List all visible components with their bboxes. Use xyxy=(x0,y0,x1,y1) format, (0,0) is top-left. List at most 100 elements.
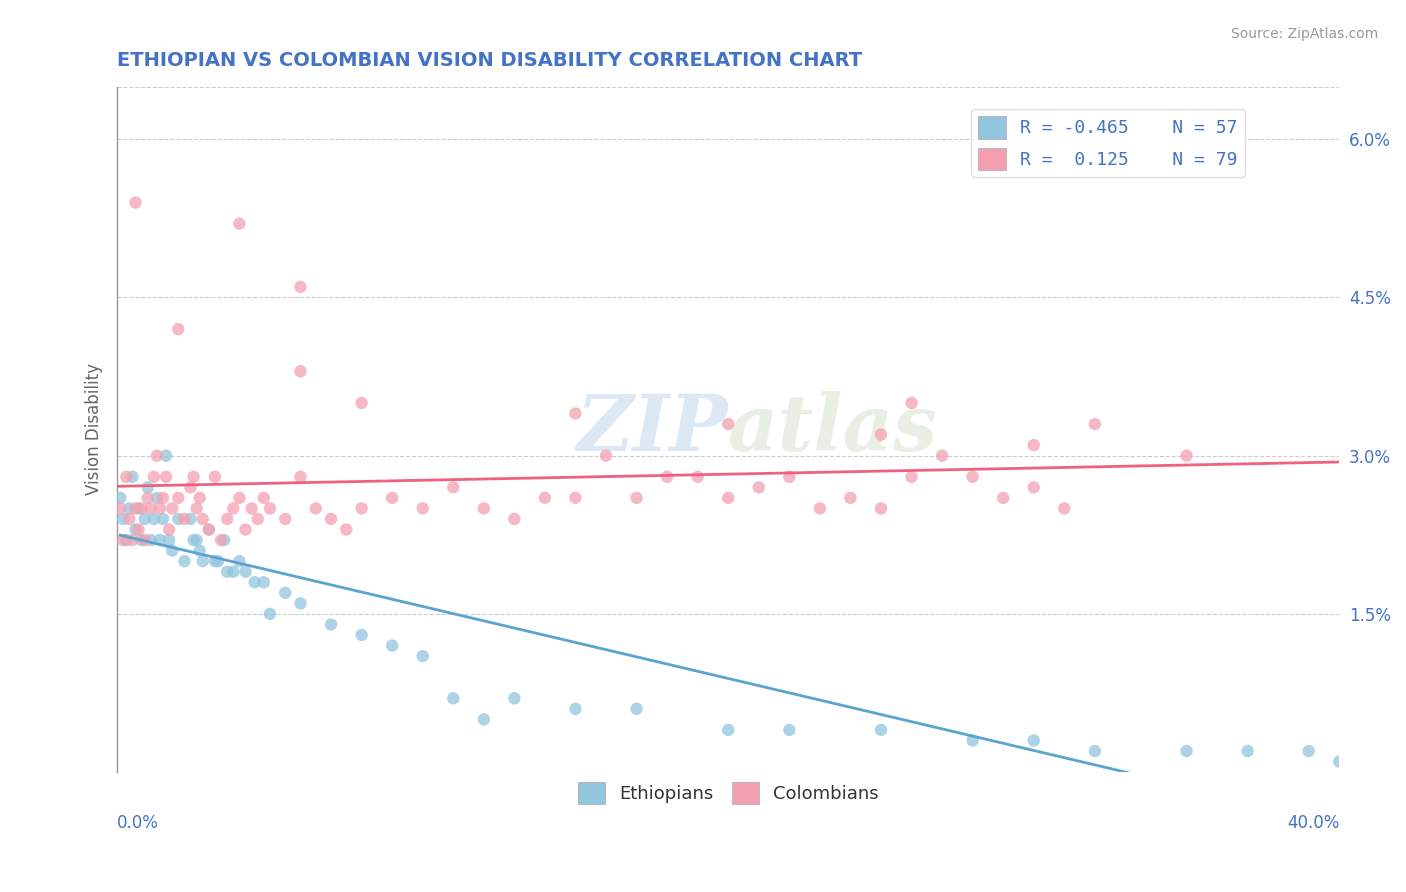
Point xyxy=(472,712,495,726)
Point xyxy=(204,554,226,568)
Point xyxy=(167,322,190,336)
Point xyxy=(149,533,172,547)
Point xyxy=(180,512,202,526)
Point xyxy=(717,723,740,737)
Point xyxy=(412,501,434,516)
Text: ETHIOPIAN VS COLOMBIAN VISION DISABILITY CORRELATION CHART: ETHIOPIAN VS COLOMBIAN VISION DISABILITY… xyxy=(117,51,862,70)
Point xyxy=(152,512,174,526)
Point xyxy=(412,649,434,664)
Point xyxy=(1084,417,1107,431)
Point xyxy=(149,501,172,516)
Point xyxy=(335,523,357,537)
Point xyxy=(110,501,132,516)
Point xyxy=(160,501,183,516)
Point xyxy=(186,501,208,516)
Point xyxy=(1053,501,1076,516)
Point xyxy=(1298,744,1320,758)
Point xyxy=(962,733,984,747)
Point xyxy=(564,702,586,716)
Point xyxy=(131,501,153,516)
Legend: Ethiopians, Colombians: Ethiopians, Colombians xyxy=(571,774,886,811)
Point xyxy=(157,533,180,547)
Point xyxy=(139,533,162,547)
Point xyxy=(191,512,214,526)
Point xyxy=(235,523,257,537)
Point xyxy=(962,470,984,484)
Point xyxy=(128,501,150,516)
Point xyxy=(134,533,156,547)
Point xyxy=(217,512,239,526)
Point xyxy=(290,470,312,484)
Point xyxy=(110,491,132,505)
Point xyxy=(808,501,831,516)
Point xyxy=(441,480,464,494)
Point xyxy=(228,491,250,505)
Point xyxy=(115,533,138,547)
Point xyxy=(778,470,800,484)
Point xyxy=(290,364,312,378)
Point xyxy=(235,565,257,579)
Point xyxy=(503,512,526,526)
Point xyxy=(931,449,953,463)
Point xyxy=(136,491,159,505)
Point xyxy=(124,195,146,210)
Point xyxy=(173,554,195,568)
Text: 40.0%: 40.0% xyxy=(1286,814,1340,832)
Point xyxy=(167,512,190,526)
Point xyxy=(212,533,235,547)
Point xyxy=(146,449,169,463)
Point xyxy=(350,396,373,410)
Point xyxy=(274,512,297,526)
Point xyxy=(131,533,153,547)
Point xyxy=(139,501,162,516)
Y-axis label: Vision Disability: Vision Disability xyxy=(86,363,103,495)
Point xyxy=(188,491,211,505)
Point xyxy=(183,533,205,547)
Point xyxy=(222,501,245,516)
Text: ZIP: ZIP xyxy=(576,391,728,467)
Text: Source: ZipAtlas.com: Source: ZipAtlas.com xyxy=(1230,27,1378,41)
Point xyxy=(115,470,138,484)
Point xyxy=(595,449,617,463)
Point xyxy=(152,491,174,505)
Point xyxy=(124,523,146,537)
Point xyxy=(121,470,143,484)
Point xyxy=(142,512,165,526)
Point xyxy=(243,575,266,590)
Point xyxy=(155,449,177,463)
Point xyxy=(128,523,150,537)
Text: 0.0%: 0.0% xyxy=(117,814,159,832)
Point xyxy=(900,396,922,410)
Point xyxy=(1084,744,1107,758)
Point xyxy=(142,470,165,484)
Point xyxy=(228,554,250,568)
Point xyxy=(1022,480,1045,494)
Point xyxy=(259,607,281,621)
Point xyxy=(246,512,269,526)
Point xyxy=(207,554,229,568)
Point xyxy=(534,491,557,505)
Point xyxy=(993,491,1015,505)
Point xyxy=(778,723,800,737)
Point xyxy=(180,480,202,494)
Point xyxy=(240,501,263,516)
Point xyxy=(870,427,893,442)
Point xyxy=(686,470,709,484)
Point xyxy=(1329,755,1351,769)
Point xyxy=(1175,449,1198,463)
Point xyxy=(655,470,678,484)
Point xyxy=(167,491,190,505)
Point xyxy=(564,491,586,505)
Point xyxy=(222,565,245,579)
Point xyxy=(209,533,232,547)
Point xyxy=(188,543,211,558)
Point xyxy=(274,586,297,600)
Point xyxy=(350,628,373,642)
Point xyxy=(186,533,208,547)
Point xyxy=(1175,744,1198,758)
Point xyxy=(870,501,893,516)
Point xyxy=(305,501,328,516)
Point xyxy=(146,491,169,505)
Point xyxy=(1022,438,1045,452)
Point xyxy=(472,501,495,516)
